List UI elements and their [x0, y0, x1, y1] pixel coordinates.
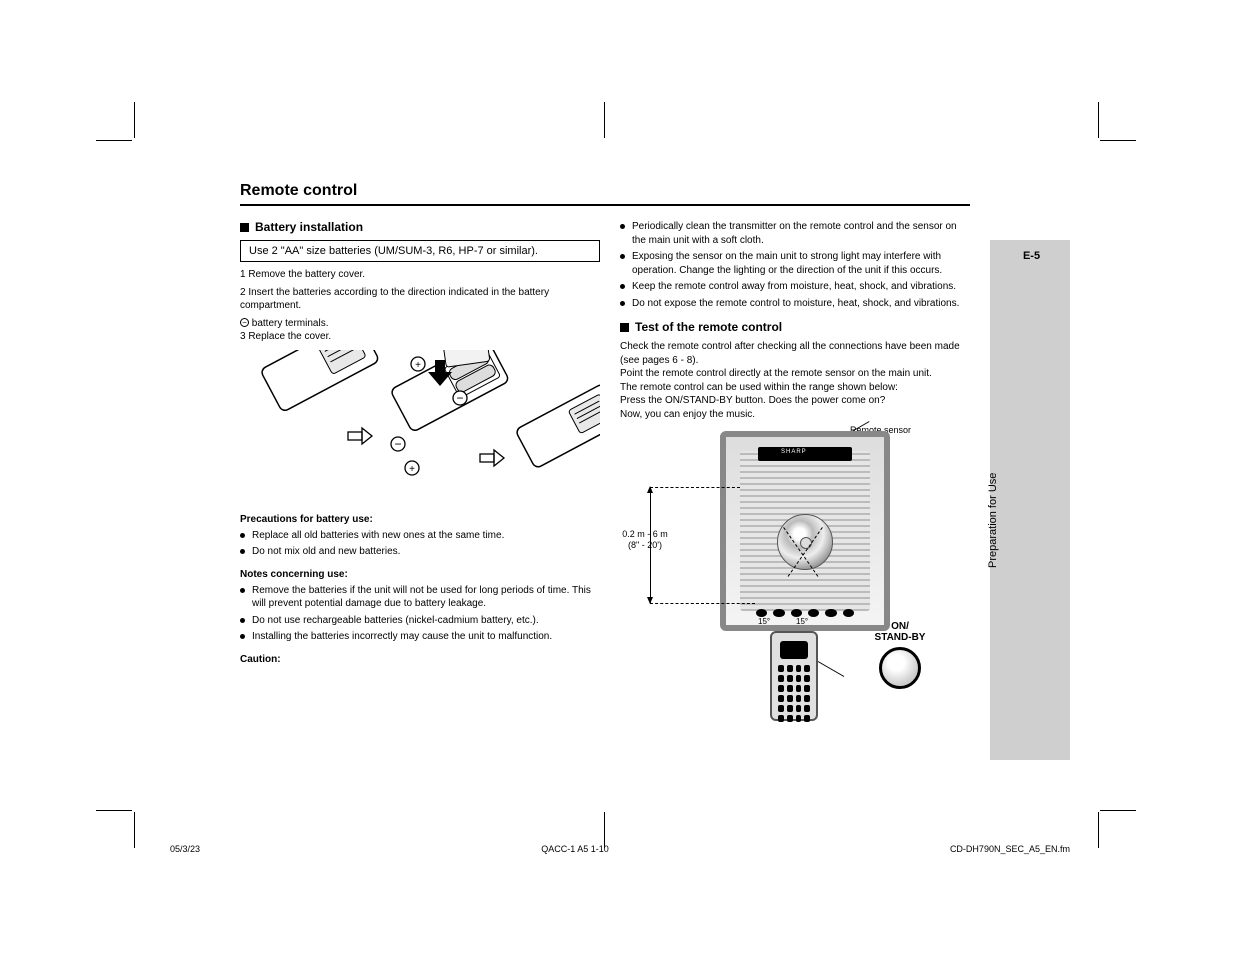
cd-disc-icon — [777, 514, 833, 570]
range-distance-label: 0.2 m - 6 m (8" - 20') — [610, 529, 680, 551]
test-body: Check the remote control after checking … — [620, 340, 965, 421]
step-2-sub: − battery terminals. — [240, 317, 600, 331]
crop-mark — [134, 812, 135, 848]
precautions-heading: Precautions for battery use: — [240, 514, 600, 525]
step-2: 2 Insert the batteries according to the … — [240, 286, 600, 313]
range-top-dashed — [650, 487, 740, 488]
test-heading: Test of the remote control — [620, 320, 965, 334]
crop-mark — [604, 102, 605, 138]
svg-text:+: + — [409, 464, 415, 475]
battery-illustration: + − − + — [240, 350, 600, 500]
crop-mark — [1100, 140, 1136, 141]
svg-text:−: − — [394, 437, 401, 451]
crop-mark — [134, 102, 135, 138]
right-bullet-item: Exposing the sensor on the main unit to … — [620, 250, 965, 277]
right-column: Periodically clean the transmitter on th… — [620, 220, 965, 731]
battery-svg: + − − + — [240, 350, 600, 500]
crop-mark — [1098, 102, 1099, 138]
page-root: E-5 Preparation for Use Remote control B… — [0, 0, 1235, 954]
right-bullet-item: Periodically clean the transmitter on th… — [620, 220, 965, 247]
side-tab-label: Preparation for Use — [987, 420, 1057, 620]
crop-mark — [604, 812, 605, 848]
right-bullet-item: Keep the remote control away from moistu… — [620, 280, 965, 294]
svg-text:+: + — [415, 360, 421, 371]
caution-heading: Caution: — [240, 654, 600, 665]
test-heading-text: Test of the remote control — [635, 320, 782, 334]
range-bottom-dashed — [650, 603, 755, 604]
precaution-item: Do not mix old and new batteries. — [240, 545, 600, 559]
standby-button-icon — [879, 647, 921, 689]
main-unit: SHARP — [720, 431, 890, 631]
step-3: 3 Replace the cover. — [240, 330, 600, 344]
battery-install-heading-text: Battery installation — [255, 220, 363, 234]
standby-callout: ON/ STAND-BY — [840, 621, 960, 689]
step-2-sub-text: battery terminals. — [252, 318, 329, 329]
footer: 05/3/23 QACC-1 A5 1-10 CD-DH790N_SEC_A5_… — [170, 844, 1070, 854]
crop-mark — [1100, 810, 1136, 811]
battery-install-heading: Battery installation — [240, 220, 600, 234]
unit-illustration: Remote sensor SHARP 0.2 m - 6 m (8" - 20… — [620, 431, 965, 731]
square-bullet-icon — [240, 223, 249, 232]
right-bullets: Periodically clean the transmitter on th… — [620, 220, 965, 310]
notes-list: Remove the batteries if the unit will no… — [240, 584, 600, 644]
angle-right-label: 15° — [796, 617, 808, 626]
crop-mark — [1098, 812, 1099, 848]
right-bullet-item: Do not expose the remote control to mois… — [620, 297, 965, 311]
footer-filename: CD-DH790N_SEC_A5_EN.fm — [950, 844, 1070, 854]
crop-mark — [96, 810, 132, 811]
footer-date: 05/3/23 — [170, 844, 200, 854]
note-item: Do not use rechargeable batteries (nicke… — [240, 614, 600, 628]
square-bullet-icon — [620, 323, 629, 332]
precaution-item: Replace all old batteries with new ones … — [240, 529, 600, 543]
page-number: E-5 — [1004, 250, 1059, 262]
brand-badge: SHARP — [781, 449, 807, 455]
remote-control-icon — [770, 631, 818, 721]
standby-label: ON/ STAND-BY — [840, 621, 960, 643]
note-item: Remove the batteries if the unit will no… — [240, 584, 600, 611]
page-title: Remote control — [240, 182, 357, 200]
svg-text:−: − — [456, 391, 463, 405]
notes-heading: Notes concerning use: — [240, 569, 600, 580]
note-item: Installing the batteries incorrectly may… — [240, 630, 600, 644]
heading-rule — [240, 204, 970, 206]
step-1: 1 Remove the battery cover. — [240, 268, 600, 282]
minus-icon: − — [240, 318, 249, 327]
precautions-list: Replace all old batteries with new ones … — [240, 529, 600, 559]
remote-button-grid — [778, 665, 810, 711]
left-column: Battery installation Use 2 "AA" size bat… — [240, 220, 600, 669]
footer-doc-code: QACC-1 A5 1-10 — [541, 844, 609, 854]
battery-spec-box: Use 2 "AA" size batteries (UM/SUM-3, R6,… — [240, 240, 600, 262]
crop-mark — [96, 140, 132, 141]
angle-left-label: 15° — [758, 617, 770, 626]
